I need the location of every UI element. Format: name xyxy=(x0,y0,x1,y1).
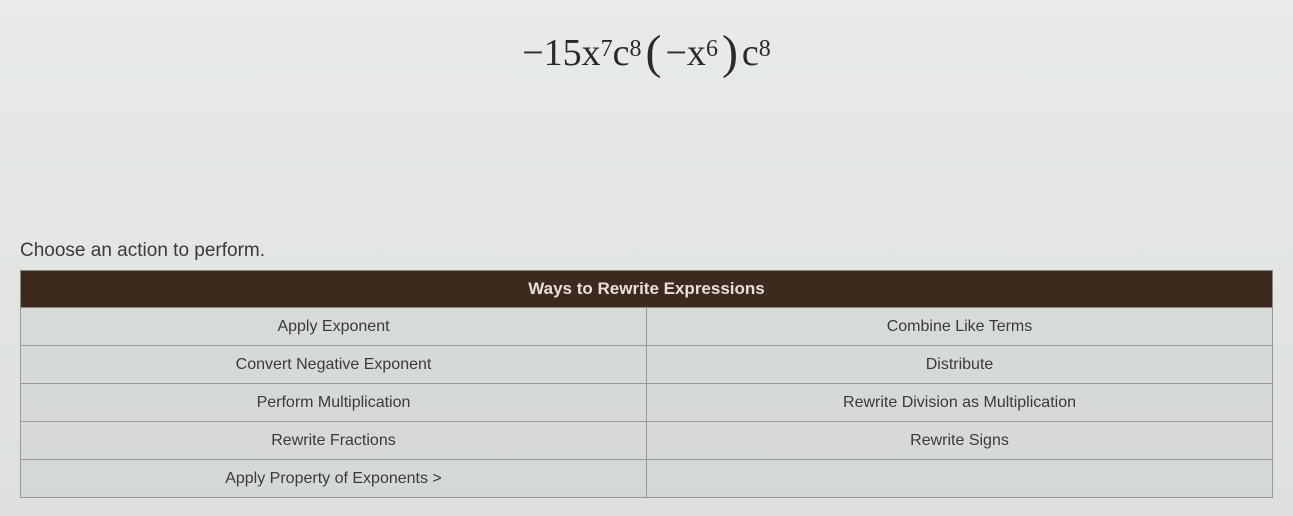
action-distribute[interactable]: Distribute xyxy=(647,346,1273,384)
math-expression: −15x7c8 ( −x6 ) c8 xyxy=(522,25,771,80)
expr-exp4: 8 xyxy=(759,36,771,63)
actions-table-container: Ways to Rewrite Expressions Apply Expone… xyxy=(0,270,1293,498)
table-row: Apply Property of Exponents > xyxy=(21,460,1273,498)
action-rewrite-signs[interactable]: Rewrite Signs xyxy=(647,422,1273,460)
empty-cell xyxy=(647,460,1273,498)
expr-exp1: 7 xyxy=(601,36,613,63)
action-combine-like-terms[interactable]: Combine Like Terms xyxy=(647,308,1273,346)
action-rewrite-fractions[interactable]: Rewrite Fractions xyxy=(21,422,647,460)
expr-var3: c xyxy=(742,31,759,75)
expr-var2: c xyxy=(613,31,630,75)
expr-neg: −x xyxy=(666,31,706,75)
action-convert-negative-exponent[interactable]: Convert Negative Exponent xyxy=(21,346,647,384)
table-header: Ways to Rewrite Expressions xyxy=(21,271,1273,308)
action-apply-exponent[interactable]: Apply Exponent xyxy=(21,308,647,346)
action-rewrite-division-as-multiplication[interactable]: Rewrite Division as Multiplication xyxy=(647,384,1273,422)
expr-paren-close: ) xyxy=(722,25,738,80)
action-perform-multiplication[interactable]: Perform Multiplication xyxy=(21,384,647,422)
table-row: Apply Exponent Combine Like Terms xyxy=(21,308,1273,346)
actions-table: Ways to Rewrite Expressions Apply Expone… xyxy=(20,270,1273,498)
expression-area: −15x7c8 ( −x6 ) c8 xyxy=(0,0,1293,240)
table-row: Perform Multiplication Rewrite Division … xyxy=(21,384,1273,422)
expr-coef1: −15x xyxy=(522,31,600,75)
expr-exp3: 6 xyxy=(706,36,718,63)
table-row: Convert Negative Exponent Distribute xyxy=(21,346,1273,384)
expr-exp2: 8 xyxy=(630,36,642,63)
action-apply-property-of-exponents[interactable]: Apply Property of Exponents > xyxy=(21,460,647,498)
table-row: Rewrite Fractions Rewrite Signs xyxy=(21,422,1273,460)
prompt-text: Choose an action to perform. xyxy=(0,240,1293,270)
expr-paren-open: ( xyxy=(646,25,662,80)
